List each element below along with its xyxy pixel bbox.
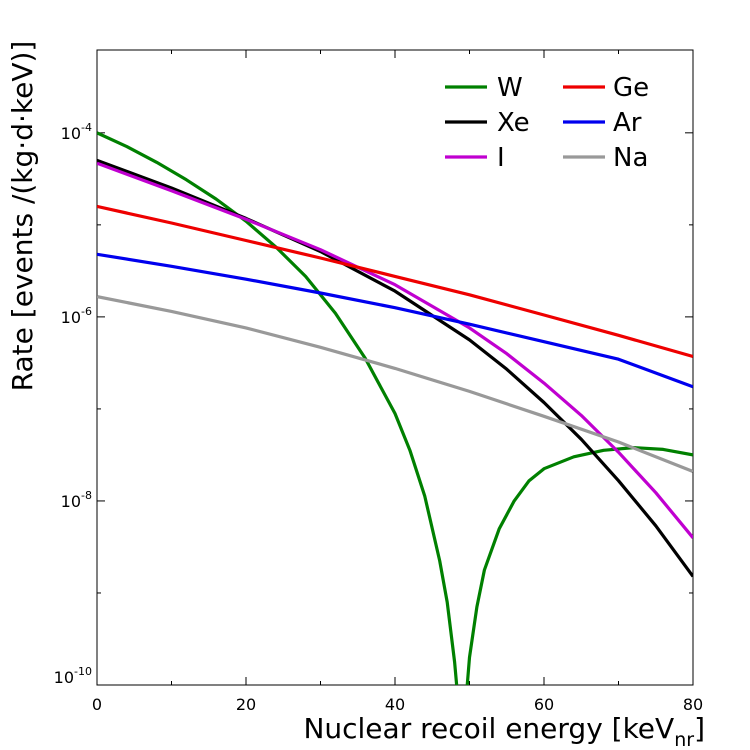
legend-label-xe: Xe: [497, 108, 530, 138]
axis-ticks: [96, 50, 694, 686]
y-tick-label: 10-6: [61, 305, 92, 327]
series-line-i: [97, 161, 693, 539]
y-axis-label: Rate [events /(kg·d·keV)]: [6, 41, 39, 392]
x-tick-label: 20: [236, 695, 256, 714]
series-line-ge: [97, 204, 693, 359]
x-tick-label: 0: [92, 695, 102, 714]
x-tick-label: 40: [385, 695, 405, 714]
legend-label-ge: Ge: [613, 73, 649, 103]
legend-label-i: I: [497, 143, 505, 173]
x-tick-labels: 0 20 40 60 80: [92, 695, 703, 714]
legend: W Xe I Ge Ar Na: [445, 73, 649, 173]
x-axis-label: Nuclear recoil energy [keVnr]: [303, 712, 705, 750]
x-tick-label: 60: [534, 695, 554, 714]
y-tick-labels: 10-4 10-6 10-8 10-10: [54, 121, 92, 687]
y-tick-label: 10-10: [54, 665, 92, 687]
legend-label-w: W: [497, 73, 523, 103]
series-line-w: [97, 131, 693, 685]
series-layer: [97, 131, 693, 685]
series-line-na: [97, 295, 693, 473]
legend-label-na: Na: [613, 143, 648, 173]
x-tick-label: 80: [683, 695, 703, 714]
y-tick-label: 10-4: [61, 121, 92, 143]
series-line-ar: [97, 252, 693, 389]
legend-label-ar: Ar: [613, 108, 642, 138]
y-tick-label: 10-8: [61, 489, 92, 511]
